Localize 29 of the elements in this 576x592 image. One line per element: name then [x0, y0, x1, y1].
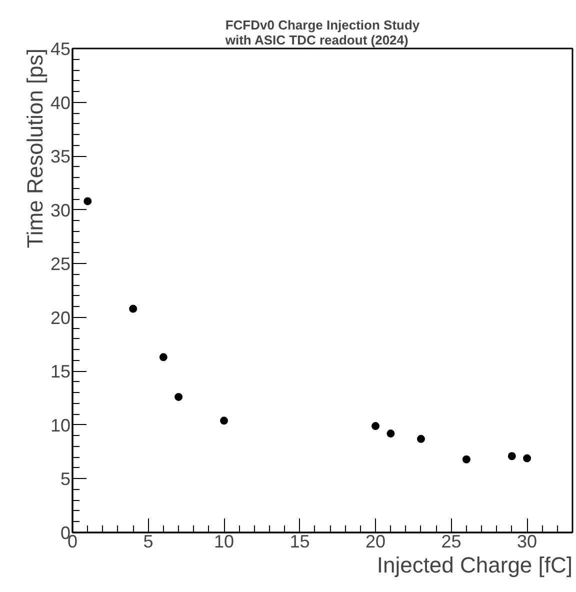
x-tick-label: 25	[441, 532, 462, 552]
y-tick-label: 25	[50, 254, 71, 274]
x-tick-label: 15	[290, 532, 310, 552]
y-tick-label: 15	[50, 362, 71, 382]
point	[129, 304, 138, 313]
point	[386, 430, 395, 438]
x-axis-title: Injected Charge [fC]	[376, 552, 573, 578]
chart-title: FCFDv0 Charge Injection Study with ASIC TDC readout (2024)	[224, 18, 420, 48]
point	[159, 353, 168, 362]
point	[220, 416, 228, 425]
y-tick-label: 40	[50, 92, 71, 113]
y-tick-label: 45	[50, 39, 71, 59]
point	[508, 452, 516, 460]
y-axis-title: Time Resolution [ps]	[22, 48, 48, 248]
x-tick-label: 5	[143, 532, 154, 552]
y-tick-label: 35	[50, 146, 71, 167]
point	[416, 434, 425, 443]
y-tick-label: 5	[60, 469, 71, 490]
point	[84, 197, 92, 206]
point	[372, 422, 380, 430]
point	[523, 454, 532, 462]
point	[462, 455, 470, 464]
x-tick-label: 20	[366, 532, 386, 552]
point	[174, 392, 183, 401]
x-tick-label: 10	[214, 532, 234, 552]
x-tick-label: 30	[517, 532, 538, 552]
y-tick-label: 10	[50, 415, 71, 436]
y-tick-label: 20	[50, 308, 71, 328]
y-tick-label: 30	[50, 200, 71, 220]
